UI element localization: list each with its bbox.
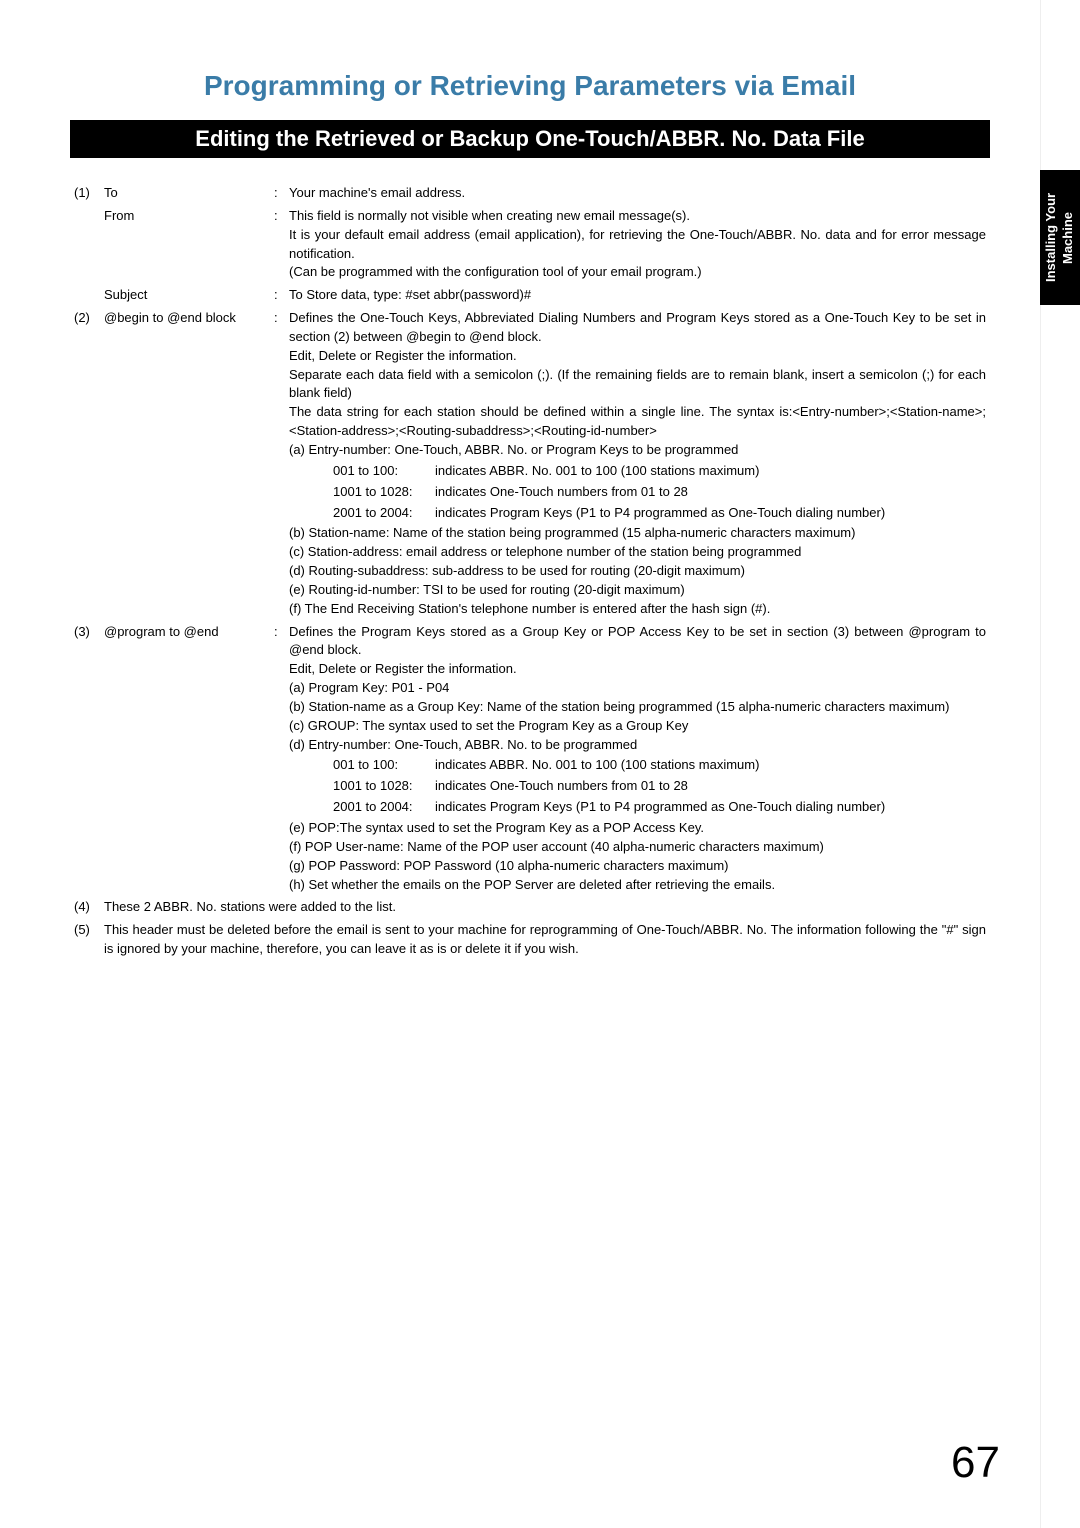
desc-2: Defines the One-Touch Keys, Abbreviated … xyxy=(285,307,990,621)
row-2: (2) @begin to @end block : Defines the O… xyxy=(70,307,990,621)
row-4: (4) These 2 ABBR. No. stations were adde… xyxy=(70,896,990,919)
row-5: (5) This header must be deleted before t… xyxy=(70,919,990,961)
label-from: From xyxy=(100,205,270,284)
idx-3: (3) xyxy=(70,621,100,897)
r3-g: (g) POP Password: POP Password (10 alpha… xyxy=(289,857,986,876)
r2-c: (c) Station-address: email address or te… xyxy=(289,543,986,562)
r2-a-map: 001 to 100:indicates ABBR. No. 001 to 10… xyxy=(289,460,986,525)
page-content: Programming or Retrieving Parameters via… xyxy=(0,0,1080,991)
colon: : xyxy=(270,621,285,897)
r3-c: (c) GROUP: The syntax used to set the Pr… xyxy=(289,717,986,736)
colon: : xyxy=(270,284,285,307)
label-begin-end: @begin to @end block xyxy=(100,307,270,621)
colon: : xyxy=(270,182,285,205)
desc-3: Defines the Program Keys stored as a Gro… xyxy=(285,621,990,897)
desc-subject: To Store data, type: #set abbr(password)… xyxy=(285,284,990,307)
label-to: To xyxy=(100,182,270,205)
r3-b: (b) Station-name as a Group Key: Name of… xyxy=(289,698,986,717)
desc-to: Your machine's email address. xyxy=(285,182,990,205)
cell: 001 to 100: xyxy=(329,756,429,775)
cell: indicates One-Touch numbers from 01 to 2… xyxy=(431,777,889,796)
desc-from: This field is normally not visible when … xyxy=(285,205,990,284)
idx-1: (1) xyxy=(70,182,100,205)
cell: indicates Program Keys (P1 to P4 program… xyxy=(431,798,889,817)
cell: 1001 to 1028: xyxy=(329,483,429,502)
cell: indicates One-Touch numbers from 01 to 2… xyxy=(431,483,889,502)
r2-intro: Defines the One-Touch Keys, Abbreviated … xyxy=(289,309,986,441)
cell: 1001 to 1028: xyxy=(329,777,429,796)
r2-d: (d) Routing-subaddress: sub-address to b… xyxy=(289,562,986,581)
r3-intro: Defines the Program Keys stored as a Gro… xyxy=(289,623,986,680)
sidebar-tab: Installing Your Machine xyxy=(1040,170,1080,305)
r3-d-subtable: 001 to 100:indicates ABBR. No. 001 to 10… xyxy=(327,754,891,819)
r2-b: (b) Station-name: Name of the station be… xyxy=(289,524,986,543)
colon: : xyxy=(270,205,285,284)
row-1-to: (1) To : Your machine's email address. xyxy=(70,182,990,205)
page-number: 67 xyxy=(951,1438,1000,1488)
row-3: (3) @program to @end : Defines the Progr… xyxy=(70,621,990,897)
cell: 001 to 100: xyxy=(329,462,429,481)
cell: indicates ABBR. No. 001 to 100 (100 stat… xyxy=(431,756,889,775)
section-bar: Editing the Retrieved or Backup One-Touc… xyxy=(70,120,990,158)
cell: indicates Program Keys (P1 to P4 program… xyxy=(431,504,889,523)
colon: : xyxy=(270,307,285,621)
idx-5: (5) xyxy=(70,919,100,961)
row-1-subject: Subject : To Store data, type: #set abbr… xyxy=(70,284,990,307)
desc-5: This header must be deleted before the e… xyxy=(100,919,990,961)
desc-4: These 2 ABBR. No. stations were added to… xyxy=(100,896,990,919)
idx-4: (4) xyxy=(70,896,100,919)
main-title: Programming or Retrieving Parameters via… xyxy=(70,70,990,102)
idx-2: (2) xyxy=(70,307,100,621)
r3-h: (h) Set whether the emails on the POP Se… xyxy=(289,876,986,895)
r3-f: (f) POP User-name: Name of the POP user … xyxy=(289,838,986,857)
label-program-end: @program to @end xyxy=(100,621,270,897)
r2-f: (f) The End Receiving Station's telephon… xyxy=(289,600,986,619)
cell: 2001 to 2004: xyxy=(329,504,429,523)
r3-d: (d) Entry-number: One-Touch, ABBR. No. t… xyxy=(289,736,986,755)
cell: indicates ABBR. No. 001 to 100 (100 stat… xyxy=(431,462,889,481)
cell: 2001 to 2004: xyxy=(329,798,429,817)
definition-table: (1) To : Your machine's email address. F… xyxy=(70,182,990,961)
r3-a: (a) Program Key: P01 - P04 xyxy=(289,679,986,698)
row-1-from: From : This field is normally not visibl… xyxy=(70,205,990,284)
r2-a-subtable: 001 to 100:indicates ABBR. No. 001 to 10… xyxy=(327,460,891,525)
r2-a: (a) Entry-number: One-Touch, ABBR. No. o… xyxy=(289,441,986,460)
r2-e: (e) Routing-id-number: TSI to be used fo… xyxy=(289,581,986,600)
label-subject: Subject xyxy=(100,284,270,307)
r3-d-map: 001 to 100:indicates ABBR. No. 001 to 10… xyxy=(289,754,986,819)
r3-e: (e) POP:The syntax used to set the Progr… xyxy=(289,819,986,838)
